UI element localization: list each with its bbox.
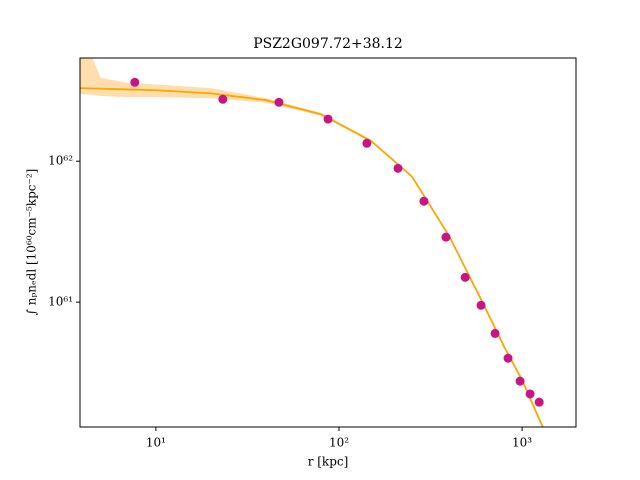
data-point — [419, 196, 429, 206]
data-point — [515, 376, 525, 386]
x-tick-label: 10² — [329, 436, 349, 450]
data-point — [490, 328, 500, 338]
x-tick-label: 10³ — [512, 436, 532, 450]
data-point — [393, 163, 403, 173]
data-point — [525, 389, 535, 399]
axes-frame — [79, 57, 577, 428]
data-point — [476, 300, 486, 310]
chart-title: PSZ2G097.72+38.12 — [253, 36, 403, 52]
model-line — [80, 87, 544, 427]
data-point — [460, 272, 470, 282]
data-point — [218, 94, 228, 104]
plot-area — [80, 58, 544, 427]
data-point — [503, 353, 513, 363]
data-point — [362, 138, 372, 148]
data-point — [130, 77, 140, 87]
y-tick-label: 10⁶² — [48, 154, 73, 168]
x-tick-label: 10¹ — [146, 436, 166, 450]
x-axis-label: r [kpc] — [308, 455, 349, 469]
y-axis-label: ∫ nₚnₑdl [10⁶⁰cm⁻⁵kpc⁻²] — [25, 169, 39, 316]
data-point — [323, 114, 333, 124]
y-tick-label: 10⁶¹ — [48, 295, 73, 309]
data-point — [534, 397, 544, 407]
data-point — [441, 232, 451, 242]
data-point — [274, 97, 284, 107]
